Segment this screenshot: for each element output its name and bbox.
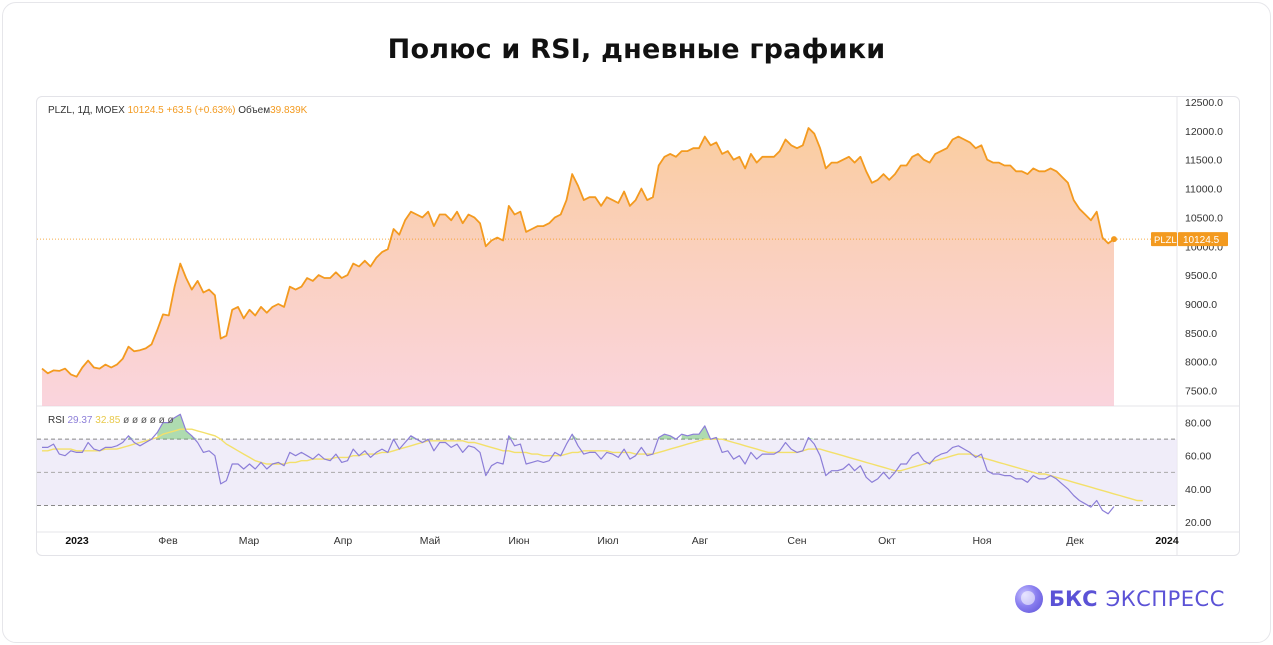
- legend-volume-label: Объем: [235, 104, 270, 116]
- legend-symbol: PLZL, 1Д, MOEX: [48, 105, 125, 116]
- price-axis-tick-label: 12500.0: [1185, 97, 1223, 109]
- price-tag-symbol-bg: [1151, 232, 1177, 247]
- price-tag-value: 10124.5: [1183, 235, 1220, 246]
- rsi-axis-tick-label: 20.00: [1185, 517, 1211, 529]
- rsi-axis-tick-label: 40.00: [1185, 484, 1211, 496]
- price-axis-tick-label: 11500.0: [1185, 155, 1222, 167]
- price-axis-tick-label: 7500.0: [1185, 386, 1217, 398]
- price-axis-tick-label: 9500.0: [1185, 270, 1217, 282]
- rsi-legend-ma-value: 32.85: [92, 415, 120, 426]
- rsi-legend-extra: ø: [165, 415, 174, 426]
- price-axis-tick-label: 8500.0: [1185, 328, 1217, 340]
- page-title: Полюс и RSI, дневные графики: [387, 34, 886, 65]
- rsi-axis-tick-label: 80.00: [1185, 418, 1211, 430]
- rsi-ma-line-series: [42, 428, 1143, 502]
- rsi-legend-extra: ø: [156, 415, 165, 426]
- rsi-legend-extra: ø: [120, 415, 129, 426]
- price-axis-tick-label: 10500.0: [1185, 212, 1223, 224]
- last-price-tag: PLZL 10124.5: [1151, 232, 1228, 247]
- price-line-series: [41, 127, 1115, 378]
- time-axis-label: Дек: [1066, 535, 1084, 547]
- rsi-legend-label: RSI: [48, 415, 65, 426]
- time-axis-label: Окт: [878, 535, 896, 547]
- time-axis-label: 2023: [65, 535, 89, 547]
- rsi-legend-extra: ø: [147, 415, 156, 426]
- time-axis-label: Апр: [334, 535, 353, 547]
- price-axis-tick-label: 8000.0: [1185, 357, 1217, 369]
- bks-logo-icon: [1015, 585, 1043, 613]
- rsi-overbought-fill: [128, 414, 815, 440]
- rsi-legend-value: 29.37: [65, 415, 93, 426]
- price-axis-tick-label: 9000.0: [1185, 299, 1217, 311]
- legend-volume-value: 39.839K: [270, 105, 308, 116]
- time-axis-label: Ноя: [972, 535, 991, 547]
- rsi-legend: RSI 29.37 32.85 ø ø ø ø ø ø: [48, 415, 174, 426]
- time-axis-label: Мар: [239, 535, 260, 547]
- rsi-axis-tick-label: 60.00: [1185, 451, 1211, 463]
- price-legend: PLZL, 1Д, MOEX 10124.5 +63.5 (+0.63%) Об…: [48, 104, 308, 116]
- brand-name-light: ЭКСПРЕСС: [1105, 587, 1225, 611]
- last-price-dot: [1111, 236, 1117, 243]
- brand-logo-block: БКС ЭКСПРЕСС: [1015, 584, 1225, 614]
- time-axis-label: Июл: [597, 535, 618, 547]
- time-axis-label: Сен: [787, 535, 806, 547]
- price-tag-value-bg: [1178, 232, 1228, 247]
- chart-panel[interactable]: 12500.0 12000.0 11500.0 11000.0 10500.0 10000…: [36, 96, 1240, 556]
- time-axis-label: Май: [420, 535, 441, 547]
- legend-price: 10124.5: [125, 105, 164, 116]
- brand-name-bold: БКС: [1049, 587, 1098, 611]
- legend-change: +63.5 (+0.63%): [164, 105, 236, 116]
- rsi-legend-extra: ø: [129, 415, 138, 426]
- time-axis-label: 2024: [1155, 535, 1179, 547]
- chart-svg[interactable]: 12500.012000.011500.011000.010500.010000…: [37, 97, 1239, 555]
- rsi-line-series: [42, 413, 1115, 515]
- time-axis-label: Авг: [692, 535, 709, 547]
- price-area: [42, 128, 1114, 406]
- price-tag-symbol: PLZL: [1154, 235, 1177, 246]
- price-axis-tick-label: 12000.0: [1185, 126, 1223, 138]
- price-axis-tick-label: 11000.0: [1185, 184, 1222, 196]
- rsi-legend-extra: ø: [138, 415, 147, 426]
- time-axis-label: Июн: [508, 535, 529, 547]
- time-axis-label: Фев: [158, 535, 178, 547]
